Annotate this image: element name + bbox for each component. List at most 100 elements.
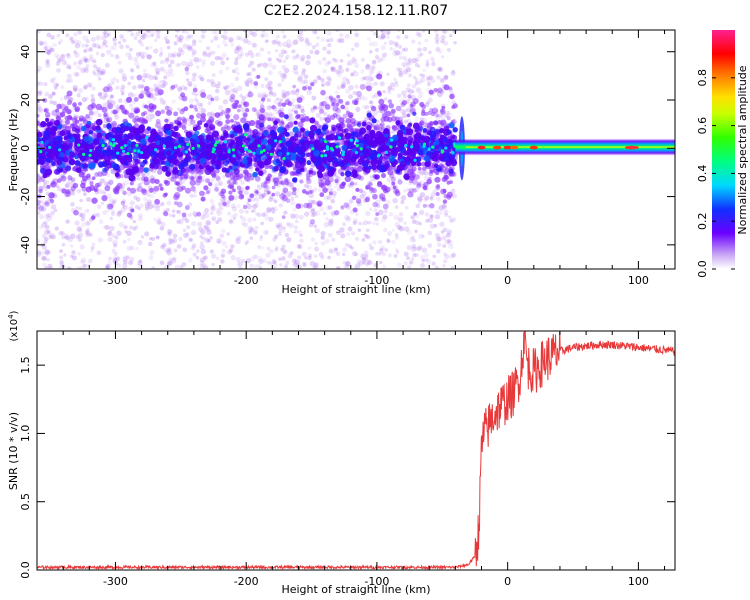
spectrogram-scatter-dot bbox=[179, 265, 184, 269]
spectrogram-mid-dot bbox=[247, 198, 252, 203]
spectrogram-mid-dot bbox=[282, 187, 289, 194]
spectrogram-scatter-dot bbox=[37, 211, 41, 215]
spectrogram-scatter-dot bbox=[400, 195, 407, 201]
spectrogram-scatter-dot bbox=[340, 233, 346, 239]
spectrogram-mid-dot bbox=[355, 198, 362, 204]
spectrogram-scatter-dot bbox=[233, 213, 238, 217]
spectrogram-scatter-dot bbox=[233, 60, 239, 66]
spectrogram-scatter-dot bbox=[75, 72, 80, 77]
spectrogram-scatter-dot bbox=[64, 94, 68, 99]
spectrogram-scatter-dot bbox=[119, 44, 124, 50]
spectrogram-scatter-dot bbox=[152, 61, 157, 66]
spectrogram-scatter-dot bbox=[124, 225, 128, 230]
spectrogram-scatter-dot bbox=[178, 218, 184, 225]
spectrogram-scatter-dot bbox=[277, 82, 282, 87]
spectrogram-scatter-dot bbox=[85, 96, 90, 101]
spectrogram-scatter-dot bbox=[103, 32, 110, 38]
spectrogram-mid-dot bbox=[278, 111, 285, 118]
spectrogram-scatter-dot bbox=[110, 78, 115, 83]
spectrogram-scatter-dot bbox=[153, 190, 157, 195]
spectrogram-scatter-dot bbox=[334, 90, 340, 95]
spectrogram-mid-dot bbox=[443, 174, 450, 181]
spectrogram-scatter-dot bbox=[95, 35, 101, 41]
spectrogram-scatter-dot bbox=[362, 261, 366, 265]
spectrogram-scatter-dot bbox=[206, 46, 211, 51]
spectrogram-scatter-dot bbox=[249, 53, 255, 59]
spectrogram-mid-dot bbox=[442, 199, 448, 204]
spectrogram-scatter-dot bbox=[159, 79, 164, 83]
spectrogram-scatter-dot bbox=[271, 39, 277, 45]
spectrogram-scatter-dot bbox=[206, 78, 211, 83]
spectrogram-scatter-dot bbox=[232, 87, 238, 93]
spectrogram-scatter-dot bbox=[239, 93, 244, 98]
spectrogram-scatter-dot bbox=[95, 51, 100, 56]
spectrogram-scatter-dot bbox=[297, 255, 302, 260]
spectrogram-mid-dot bbox=[59, 111, 66, 118]
spectrogram-scatter-dot bbox=[37, 176, 42, 180]
spectrogram-scatter-dot bbox=[324, 61, 330, 67]
spectrogram-mid-dot bbox=[375, 212, 380, 217]
spectrogram-scatter-dot bbox=[391, 228, 395, 232]
spectrogram-scatter-dot bbox=[350, 231, 356, 236]
spectrogram-scatter-dot bbox=[267, 50, 271, 55]
spectrogram-scatter-dot bbox=[220, 109, 226, 115]
spectrogram-scatter-dot bbox=[68, 78, 74, 83]
spectrogram-scatter-dot bbox=[339, 58, 344, 63]
spectrogram-scatter-dot bbox=[92, 59, 97, 64]
spectrogram-scatter-dot bbox=[272, 237, 277, 242]
spectrogram-scatter-dot bbox=[54, 83, 59, 88]
spectrogram-scatter-dot bbox=[115, 79, 120, 83]
spectrogram-scatter-dot bbox=[65, 78, 70, 83]
spectrogram-scatter-dot bbox=[166, 200, 172, 206]
spectrogram-scatter-dot bbox=[153, 75, 158, 80]
spectrogram-scatter-dot bbox=[211, 216, 217, 222]
spectrogram-mid-dot bbox=[94, 172, 100, 177]
spectrogram-scatter-dot bbox=[132, 219, 137, 224]
spectrogram-scatter-dot bbox=[105, 265, 110, 269]
spectrogram-scatter-dot bbox=[73, 50, 78, 54]
spectrogram-scatter-dot bbox=[249, 263, 254, 268]
spectrogram-scatter-dot bbox=[338, 32, 344, 38]
spectrogram-scatter-dot bbox=[199, 257, 206, 263]
spectrogram-scatter-dot bbox=[48, 47, 53, 52]
spectrogram-mid-dot bbox=[208, 181, 213, 187]
spectrogram-scatter-dot bbox=[417, 41, 422, 45]
spectrogram-scatter-dot bbox=[80, 259, 85, 265]
spectrogram-scatter-dot bbox=[344, 214, 350, 221]
spectrogram-scatter-dot bbox=[69, 36, 74, 41]
spectrogram-scatter-dot bbox=[159, 25, 164, 30]
spectrogram-scatter-dot bbox=[386, 32, 391, 36]
spectrogram-mid-dot bbox=[429, 121, 434, 126]
spectrogram-scatter-dot bbox=[172, 233, 178, 239]
spectrogram-scatter-dot bbox=[313, 79, 318, 84]
spectrogram-scatter-dot bbox=[189, 58, 194, 63]
spectrogram-mid-dot bbox=[242, 204, 248, 210]
spectrogram-scatter-dot bbox=[57, 41, 62, 45]
spectrogram-scatter-dot bbox=[365, 210, 371, 217]
spectrogram-mid-dot bbox=[225, 119, 231, 125]
spectrogram-mid-dot bbox=[328, 191, 333, 196]
spectrogram-scatter-dot bbox=[320, 235, 325, 240]
spectrogram-scatter-dot bbox=[79, 244, 85, 250]
spectrogram-scatter-dot bbox=[133, 56, 139, 62]
spectrogram-scatter-dot bbox=[385, 199, 391, 206]
spectrogram-scatter-dot bbox=[127, 30, 133, 33]
spectrogram-scatter-dot bbox=[200, 214, 206, 220]
spectrogram-scatter-dot bbox=[231, 69, 237, 74]
spectrogram-scatter-dot bbox=[60, 231, 65, 236]
spectrogram-scatter-dot bbox=[411, 89, 415, 94]
spectrogram-scatter-dot bbox=[267, 85, 274, 92]
spectrogram-scatter-dot bbox=[85, 65, 90, 70]
spectrogram-mid-dot bbox=[271, 104, 276, 110]
spectrogram-scatter-dot bbox=[394, 80, 399, 84]
spectrogram-scatter-dot bbox=[443, 76, 448, 81]
spectrogram-scatter-dot bbox=[388, 40, 394, 46]
spectrogram-scatter-dot bbox=[293, 229, 298, 234]
spectrogram-scatter-dot bbox=[394, 205, 399, 209]
spectrogram-scatter-dot bbox=[316, 75, 321, 79]
spectrogram-scatter-dot bbox=[160, 245, 165, 249]
spectrogram-scatter-dot bbox=[427, 97, 433, 103]
spectrogram-scatter-dot bbox=[203, 224, 208, 229]
spectrogram-scatter-dot bbox=[89, 57, 94, 62]
